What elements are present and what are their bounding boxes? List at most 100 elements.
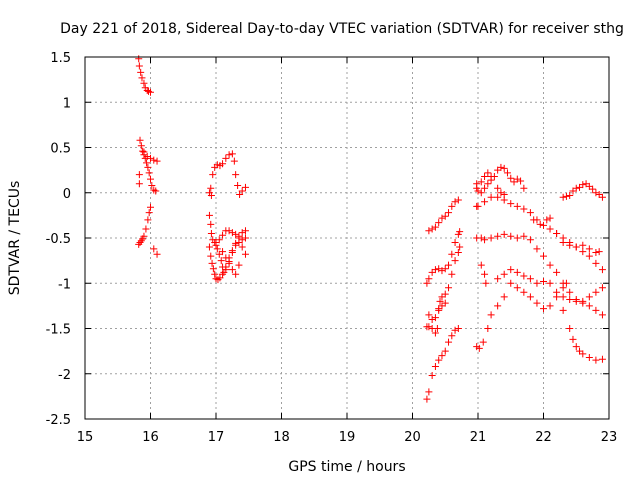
data-point [216,274,224,282]
data-point [513,175,521,183]
data-point [238,243,246,251]
data-point [562,192,570,200]
data-point [205,243,213,251]
data-point [445,338,453,346]
data-point [136,136,144,144]
data-point [569,335,577,343]
data-point [147,203,154,211]
x-tick-label: 18 [273,430,290,445]
data-point [484,180,492,188]
data-point [225,259,233,267]
data-point [592,288,600,296]
data-point [232,230,240,238]
data-point [484,325,492,332]
data-point [543,216,551,224]
x-tick-label: 19 [339,430,356,445]
data-point [559,239,567,247]
y-tick-label: -1 [58,277,71,292]
series-arc-r [530,214,603,256]
data-point [213,245,221,253]
data-point [448,270,456,278]
data-point [481,236,489,244]
series-arc-s [559,306,606,364]
data-point [140,79,148,87]
data-point [598,311,606,319]
data-point [219,248,227,256]
data-point [438,352,446,360]
data-point [441,299,449,307]
data-point [533,245,541,253]
data-point [513,284,521,292]
data-point [425,275,433,283]
data-point [136,239,144,247]
data-point [431,314,439,322]
data-point [431,266,439,274]
data-point [579,248,587,256]
x-axis-title: GPS time / hours [288,459,405,475]
data-point [598,284,606,292]
y-tick-labels: 1.5 1 0.5 0 -0.5 -1 -1.5 -2 -2.5 [46,51,71,428]
data-point [477,178,485,186]
series-arc-t [559,180,606,201]
series-arc-i [423,228,464,287]
data-point [238,236,246,244]
data-point [445,261,453,269]
data-point [435,356,443,364]
data-point [456,228,464,236]
x-tick-label: 23 [601,430,618,445]
data-point [520,272,528,280]
data-point [222,263,230,271]
data-points [135,55,606,403]
data-point [235,261,243,269]
data-point [425,227,433,235]
data-point [598,193,606,201]
data-point [238,187,246,195]
data-point [236,191,244,199]
data-point [487,172,495,180]
data-point [566,325,574,332]
data-point [135,171,143,179]
data-point [487,193,495,201]
data-point [536,220,544,228]
data-point [500,293,508,301]
data-point [500,191,508,199]
data-point [448,250,456,258]
data-point [507,174,515,182]
data-point [592,189,600,197]
data-point [494,184,502,192]
data-point [143,159,151,167]
x-tick-label: 20 [404,430,421,445]
data-point [241,250,249,258]
data-point [494,193,502,201]
data-point [595,248,603,256]
data-point [228,247,236,255]
data-point [585,302,593,310]
data-point [589,185,597,193]
series-arc-g [212,227,249,278]
data-point [546,225,554,233]
data-point [546,214,554,222]
series-arc-h [425,196,462,235]
data-point [451,257,459,265]
data-point [441,347,449,355]
y-tick-label: 1 [63,96,71,111]
data-point [225,151,233,159]
data-point [445,209,453,217]
series-arc-b [135,136,161,195]
data-point [222,254,230,262]
data-point [207,191,215,199]
data-point [526,275,534,283]
chart-title: Day 221 of 2018, Sidereal Day-to-day VTE… [60,21,624,37]
series-arc-j [423,243,464,337]
series-arc-o [473,230,606,319]
data-point [546,302,554,310]
data-point [456,243,464,251]
data-point [431,363,439,371]
data-point [209,171,217,179]
data-point [152,187,160,195]
data-point [425,323,433,331]
data-point [219,160,227,168]
data-point [438,214,446,222]
data-point [585,293,593,301]
